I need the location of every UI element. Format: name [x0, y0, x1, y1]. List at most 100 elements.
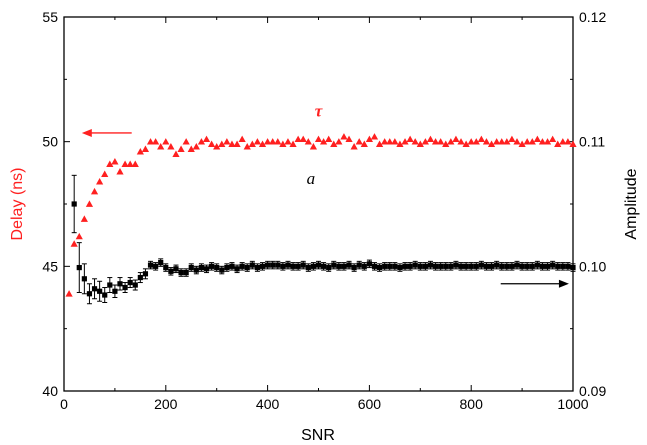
tau-point — [304, 138, 312, 145]
tau-point — [437, 138, 445, 145]
tau-point — [564, 138, 572, 145]
a-point — [173, 266, 179, 272]
tau-point — [391, 138, 399, 145]
a-point — [534, 262, 540, 268]
labels: SNR Delay (ns) Amplitude τ a — [9, 102, 640, 444]
tau-point — [314, 135, 323, 143]
tau-point — [96, 177, 104, 185]
tau-point — [569, 140, 577, 148]
a-point — [295, 263, 301, 269]
a-point — [458, 263, 464, 269]
tau-point — [70, 240, 78, 247]
a-point — [570, 264, 576, 271]
series-a — [71, 174, 576, 305]
a-point — [494, 262, 500, 268]
a-point — [560, 263, 566, 269]
tau-point — [228, 140, 236, 148]
left-axis-title: Delay (ns) — [9, 168, 26, 241]
tau-point — [426, 135, 435, 143]
tau-point — [416, 140, 424, 148]
a-point — [112, 288, 118, 294]
a-point — [509, 263, 515, 269]
a-point — [76, 264, 82, 271]
a-point — [203, 266, 210, 272]
a-point — [234, 266, 240, 272]
tau-point — [182, 138, 190, 145]
a-point — [331, 262, 337, 268]
a-point — [397, 264, 403, 271]
tau-point — [355, 138, 363, 145]
tau-point — [345, 135, 353, 143]
a-point — [229, 263, 235, 269]
tau-point — [381, 138, 389, 145]
a-point — [488, 263, 495, 269]
tau-point — [493, 138, 501, 145]
a-point — [224, 264, 230, 271]
a-point — [259, 263, 266, 269]
a-point — [163, 264, 169, 271]
tau-point — [340, 133, 348, 140]
y-right-tick-label: 0.09 — [579, 383, 606, 399]
a-point — [219, 267, 225, 273]
a-point — [448, 263, 454, 269]
a-point — [280, 263, 286, 269]
a-point — [539, 263, 546, 269]
tau-point — [447, 138, 455, 145]
x-tick-label: 1000 — [557, 396, 588, 412]
a-point — [310, 263, 317, 269]
tau-point — [80, 215, 88, 222]
a-point — [320, 263, 327, 269]
tau-point — [482, 138, 491, 145]
tau-point — [406, 135, 414, 143]
tau-point — [279, 140, 287, 148]
tau-arrow-head — [81, 128, 92, 137]
tau-point — [375, 140, 384, 148]
a-point — [265, 262, 271, 268]
a-point — [483, 263, 490, 269]
a-point — [555, 263, 561, 269]
tau-point — [462, 140, 470, 148]
y-right-tick-label: 0.12 — [579, 9, 606, 25]
a-point — [86, 291, 93, 297]
tau-point — [187, 145, 195, 153]
a-point — [193, 267, 199, 273]
a-point — [275, 262, 281, 268]
x-tick-label: 400 — [256, 396, 280, 412]
a-point — [147, 262, 154, 268]
a-point — [244, 264, 250, 271]
y-left-tick-label: 45 — [42, 258, 58, 274]
a-point — [544, 263, 551, 269]
tau-point — [457, 138, 465, 145]
tau-point — [549, 135, 557, 143]
a-point — [514, 262, 520, 268]
y-right-tick-label: 0.10 — [579, 258, 606, 274]
tau-point — [487, 140, 496, 148]
a-point — [107, 282, 113, 288]
tau-point — [467, 138, 475, 145]
tau-point — [90, 187, 99, 195]
y-right-tick-label: 0.11 — [579, 134, 605, 150]
a-point — [183, 269, 189, 276]
a-point — [427, 262, 434, 268]
series-tau — [65, 133, 577, 297]
a-point — [239, 263, 245, 269]
tau-point — [411, 138, 419, 145]
a-arrow-head — [558, 279, 569, 288]
tau-point — [177, 145, 185, 153]
a-point — [519, 263, 525, 269]
a-point — [499, 263, 505, 269]
a-point — [356, 262, 362, 268]
y-left-tick-label: 40 — [42, 383, 58, 399]
tau-point — [559, 138, 567, 145]
a-point — [198, 264, 205, 271]
tau-point — [431, 138, 440, 145]
tau-point — [269, 138, 277, 145]
tau-point — [543, 138, 552, 145]
tau-point — [386, 138, 394, 145]
tau-point — [370, 133, 379, 140]
tau-point — [121, 160, 129, 167]
tau-point — [528, 138, 536, 145]
tau-point — [396, 140, 404, 148]
a-point — [249, 262, 255, 268]
